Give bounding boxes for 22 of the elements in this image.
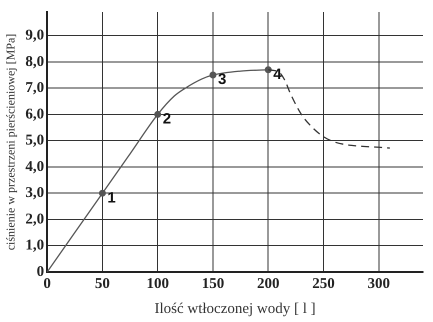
- y-tick-label: 8,0: [25, 54, 44, 70]
- x-tick-label: 50: [94, 276, 110, 292]
- x-tick-label: 250: [312, 276, 335, 292]
- x-tick-label: 300: [368, 276, 390, 292]
- annotation: 2: [162, 110, 172, 128]
- y-tick-label: 5,0: [25, 132, 44, 149]
- y-tick-label: 0: [36, 264, 44, 280]
- y-tick-label: 1,0: [25, 238, 44, 254]
- y-tick-label: 9,0: [25, 28, 44, 44]
- annotation: 4: [273, 66, 282, 83]
- x-tick-label: 100: [146, 276, 169, 292]
- y-tick-label: 6,0: [25, 106, 44, 122]
- y-tick-label: 7,0: [25, 80, 44, 96]
- y-axis-title: ciśnienie w przestrzeni pierścieniowej [MPa]: [3, 34, 18, 250]
- x-axis-title: Ilość wtłoczonej wody [ l ]: [154, 300, 316, 317]
- y-tick-label: 2,0: [25, 211, 44, 228]
- x-tick-label: 200: [256, 276, 280, 292]
- y-tick-label: 3,0: [25, 185, 44, 202]
- y-tick-label: 4,0: [25, 158, 44, 175]
- annotation: 3: [218, 71, 226, 88]
- x-tick-label: 150: [202, 276, 224, 292]
- annotation: 1: [107, 189, 116, 206]
